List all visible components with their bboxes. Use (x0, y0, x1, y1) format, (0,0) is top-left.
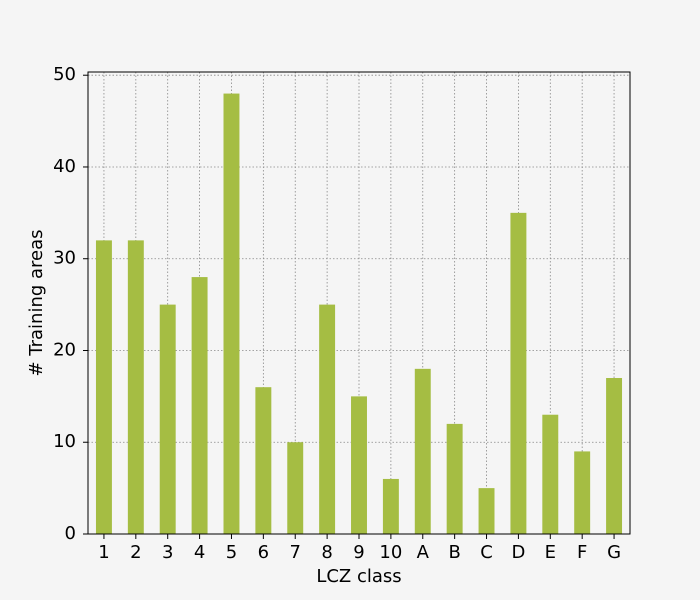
x-tick-label: C (480, 542, 493, 563)
x-tick-label: 8 (321, 542, 332, 563)
x-tick-label: 9 (353, 542, 364, 563)
bar (574, 451, 591, 534)
x-tick-label: E (545, 542, 556, 563)
bar (159, 304, 176, 534)
y-tick-label: 0 (65, 523, 76, 544)
x-axis-label: LCZ class (316, 566, 401, 587)
x-tick-label: 2 (130, 542, 141, 563)
y-tick-label: 50 (53, 64, 76, 85)
y-axis-label: # Training areas (26, 229, 47, 376)
bar (223, 93, 240, 535)
x-tick-label: A (417, 542, 430, 563)
bar (95, 240, 112, 534)
plot-frame (87, 71, 631, 535)
bar (127, 240, 144, 534)
y-tick-label: 40 (53, 156, 76, 177)
bar (351, 396, 367, 534)
x-tick-label: 10 (379, 542, 402, 563)
bar (191, 277, 208, 534)
x-tick-label: 3 (162, 542, 173, 563)
bar (287, 442, 304, 534)
x-tick-label: 5 (226, 542, 237, 563)
bar (510, 212, 527, 534)
bar (319, 304, 336, 534)
bar (606, 378, 623, 534)
x-tick-label: F (577, 542, 587, 563)
bar (478, 488, 495, 534)
x-tick-label: 1 (98, 542, 109, 563)
bar (414, 368, 431, 534)
bar (542, 414, 559, 534)
x-tick-label: B (448, 542, 460, 563)
x-tick-label: D (511, 542, 525, 563)
y-tick-label: 20 (53, 339, 76, 360)
x-tick-label: 6 (258, 542, 269, 563)
bar (446, 423, 463, 534)
x-tick-label: G (607, 542, 621, 563)
bar (255, 387, 272, 534)
y-tick-label: 30 (53, 248, 76, 269)
x-tick-label: 7 (290, 542, 301, 563)
y-tick-label: 10 (53, 431, 76, 452)
x-tick-label: 4 (194, 542, 205, 563)
bar (382, 478, 399, 534)
